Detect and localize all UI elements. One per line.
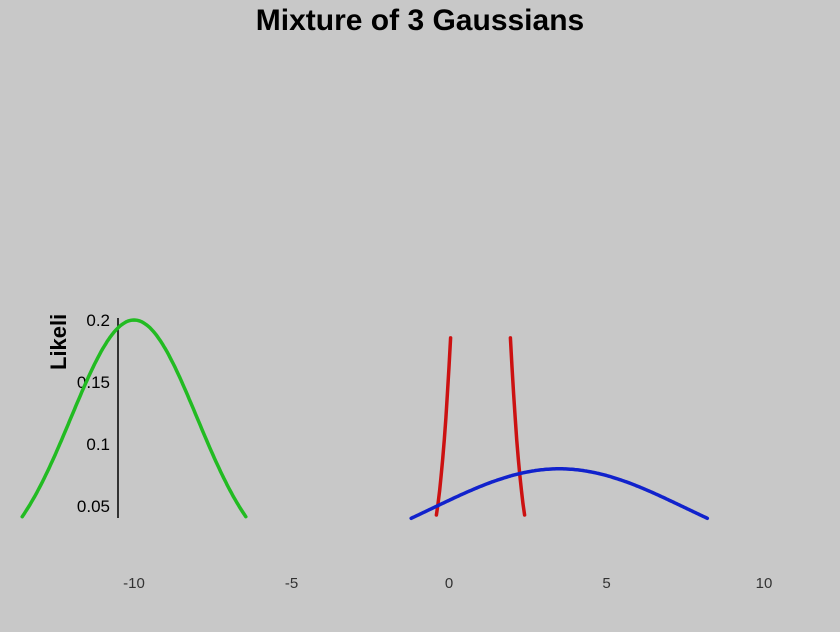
x-tick-label: -10 (123, 575, 145, 592)
x-tick-label: 10 (756, 575, 773, 592)
gaussian-curve (20, 318, 248, 519)
x-tick-label: 0 (445, 575, 453, 592)
y-axis-label: Likeli (46, 314, 71, 370)
y-tick-label: 0.2 (86, 311, 110, 330)
plot-area (20, 318, 710, 521)
chart-title: Mixture of 3 Gaussians (256, 4, 584, 37)
x-tick-labels: -20-15-10-505101520 (123, 575, 773, 592)
y-tick-label: 0.05 (77, 497, 110, 516)
y-tick-label: 0.1 (86, 435, 110, 454)
gaussian-curve (434, 336, 527, 517)
x-tick-label: -5 (285, 575, 298, 592)
x-tick-label: 5 (602, 575, 610, 592)
gaussian-curve (409, 467, 710, 521)
